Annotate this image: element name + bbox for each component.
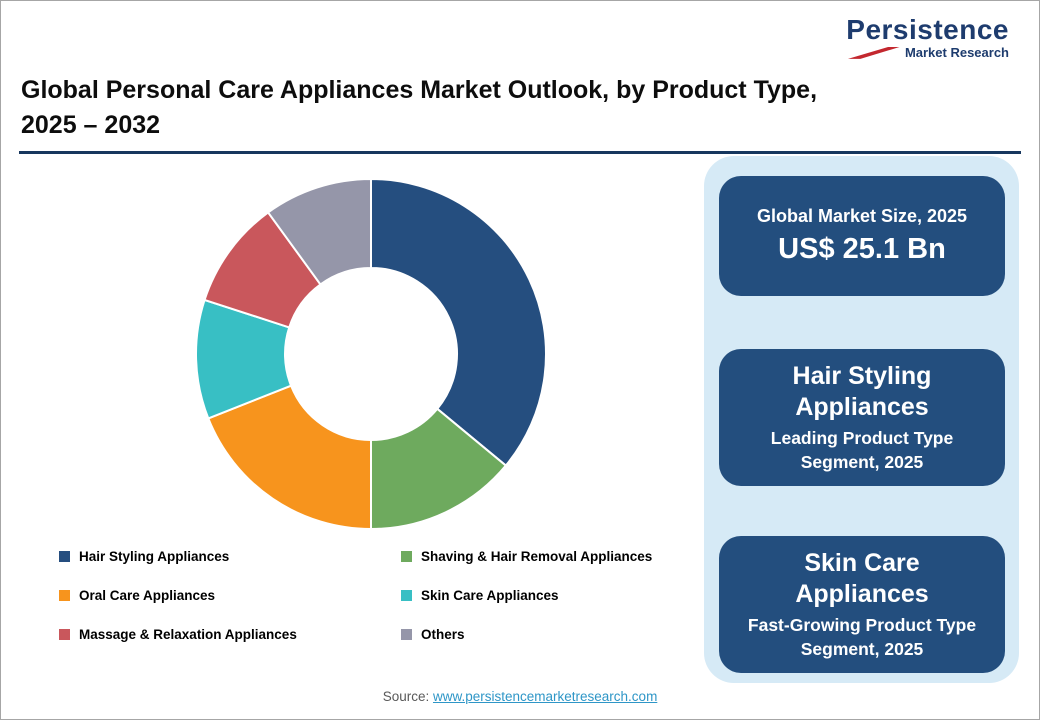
legend-item-others: Others — [401, 627, 699, 642]
legend-label: Others — [421, 627, 465, 642]
chart-legend: Hair Styling Appliances Shaving & Hair R… — [59, 549, 699, 642]
info-box-fast-growing-segment: Skin Care Appliances Fast-Growing Produc… — [719, 536, 1005, 673]
donut-slice-0 — [370, 177, 547, 467]
legend-swatch — [401, 629, 412, 640]
donut-chart — [195, 177, 547, 531]
source-label: Source: — [382, 689, 430, 704]
legend-label: Shaving & Hair Removal Appliances — [421, 549, 653, 564]
source-line: Source: www.persistencemarketresearch.co… — [1, 689, 1039, 704]
logo-subtitle: Market Research — [904, 45, 1009, 61]
donut-slice-2 — [206, 384, 372, 531]
legend-swatch — [59, 551, 70, 562]
legend-label: Oral Care Appliances — [79, 588, 216, 603]
page-title-line1: Global Personal Care Appliances Market O… — [21, 76, 818, 104]
legend-swatch — [59, 590, 70, 601]
fast-growing-segment-desc: Fast-Growing Product Type Segment, 2025 — [747, 615, 977, 659]
info-panel: Global Market Size, 2025 US$ 25.1 Bn Hai… — [704, 156, 1019, 683]
legend-swatch — [401, 590, 412, 601]
leading-segment-desc: Leading Product Type Segment, 2025 — [770, 428, 954, 472]
logo-subtitle-row: Market Research — [846, 45, 1009, 60]
page-title: Global Personal Care Appliances Market O… — [21, 73, 981, 143]
legend-label: Hair Styling Appliances — [79, 549, 230, 564]
legend-label: Massage & Relaxation Appliances — [79, 627, 297, 642]
source-link[interactable]: www.persistencemarketresearch.com — [432, 689, 658, 704]
legend-swatch — [59, 629, 70, 640]
legend-item-massage: Massage & Relaxation Appliances — [59, 627, 401, 642]
info-box-leading-segment: Hair Styling Appliances Leading Product … — [719, 349, 1005, 486]
legend-item-shaving: Shaving & Hair Removal Appliances — [401, 549, 699, 564]
market-size-value: US$ 25.1 Bn — [778, 232, 946, 265]
donut-slice-5 — [266, 177, 372, 286]
title-divider — [19, 151, 1021, 154]
leading-segment-name: Hair Styling Appliances — [792, 361, 932, 421]
info-box-market-size: Global Market Size, 2025 US$ 25.1 Bn — [719, 176, 1005, 296]
page-title-line2: 2025 – 2032 — [21, 111, 161, 139]
legend-label: Skin Care Appliances — [421, 588, 559, 603]
logo-wordmark: Persistence — [846, 14, 1009, 45]
market-size-title: Global Market Size, 2025 — [756, 205, 968, 226]
logo: Persistence Market Research — [846, 14, 1009, 61]
legend-item-hair-styling: Hair Styling Appliances — [59, 549, 401, 564]
fast-growing-segment-name: Skin Care Appliances — [795, 548, 929, 608]
legend-swatch — [401, 551, 412, 562]
logo-red-swoosh-icon — [847, 46, 900, 59]
legend-item-skin-care: Skin Care Appliances — [401, 588, 699, 603]
legend-item-oral-care: Oral Care Appliances — [59, 588, 401, 603]
